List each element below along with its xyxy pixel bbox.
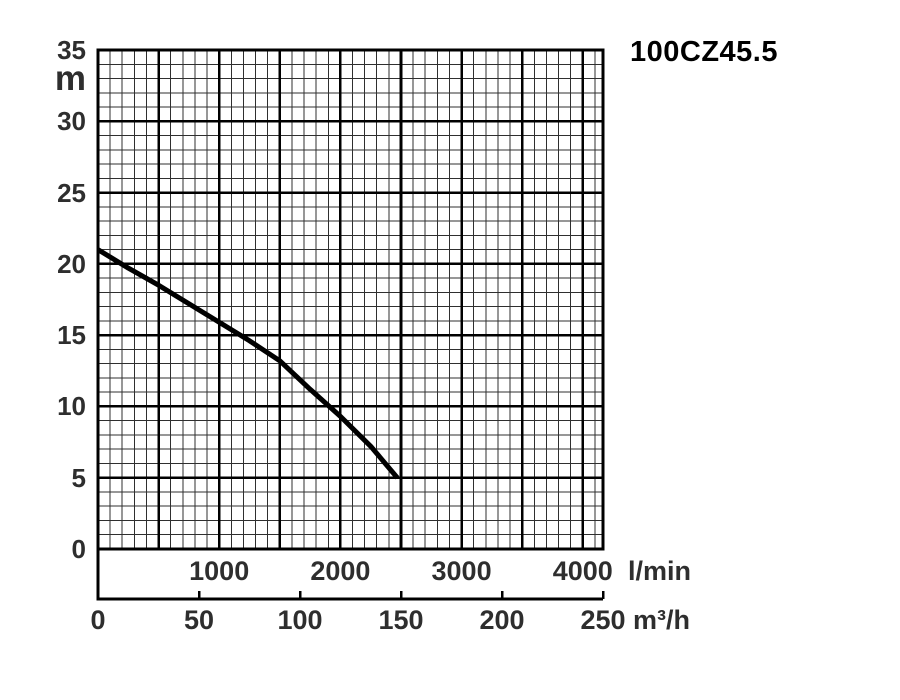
x-axis-secondary-tick-label: 50 — [183, 605, 215, 635]
y-axis-tick-label: 35 — [57, 35, 86, 65]
plot-border — [96, 48, 605, 551]
x-axis-secondary-tick-label: 100 — [277, 605, 323, 635]
y-axis-tick-label: 30 — [57, 106, 86, 137]
x-axis-primary-tick-label: 3000 — [431, 556, 492, 586]
y-axis-unit-label: m — [54, 59, 86, 98]
y-axis-tick-label: 25 — [57, 177, 86, 208]
y-axis-tick-label: 5 — [71, 462, 86, 493]
x-axis-primary-tick-label: 2000 — [310, 556, 371, 586]
pump-curve — [96, 247, 400, 480]
x-axis-primary-tick-label: 1000 — [189, 556, 250, 586]
y-axis-tick-label: 20 — [57, 248, 86, 279]
x-axis-primary-tick-label: 4000 — [552, 556, 613, 586]
x-axis-primary-unit-label: l/min — [628, 556, 692, 586]
x-axis-secondary-tick-label: 150 — [378, 605, 424, 635]
y-axis-tick-label: 15 — [57, 320, 86, 351]
x-axis-secondary-tick-label: 0 — [90, 605, 106, 635]
y-axis-tick-label: 0 — [71, 534, 86, 564]
x-axis-secondary-tick-label: 250 — [580, 605, 626, 635]
chart-title: 100CZ45.5 — [630, 36, 778, 68]
x-axis-secondary-tick-label: 200 — [479, 605, 525, 635]
y-axis-tick-label: 10 — [57, 391, 86, 422]
x-axis-secondary-unit-label: m³/h — [633, 605, 690, 635]
